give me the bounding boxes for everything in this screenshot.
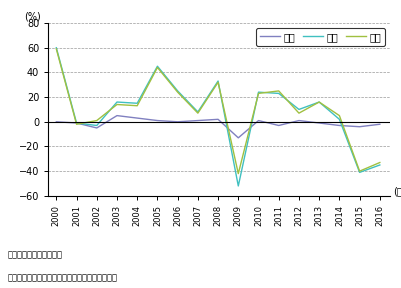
数量 xyxy=(175,120,180,124)
金額 xyxy=(134,102,139,105)
金額 xyxy=(215,79,220,83)
価格 xyxy=(74,122,79,126)
数量 xyxy=(54,120,59,124)
数量 xyxy=(134,116,139,120)
金額 xyxy=(54,46,59,50)
Legend: 数量, 金額, 価格: 数量, 金額, 価格 xyxy=(256,28,384,46)
価格 xyxy=(296,111,301,115)
数量 xyxy=(377,122,381,126)
Line: 金額: 金額 xyxy=(56,48,379,186)
数量 xyxy=(316,121,321,125)
金額 xyxy=(377,163,381,167)
金額 xyxy=(94,124,99,127)
数量 xyxy=(94,126,99,130)
価格 xyxy=(195,111,200,115)
数量 xyxy=(155,119,160,122)
金額 xyxy=(235,184,240,188)
価格 xyxy=(155,66,160,69)
金額 xyxy=(296,108,301,111)
価格 xyxy=(54,47,59,51)
価格 xyxy=(316,100,321,104)
数量 xyxy=(255,119,260,122)
金額 xyxy=(356,171,361,174)
Text: 資料：財務省「貿易統計」から経済産業省作成。: 資料：財務省「貿易統計」から経済産業省作成。 xyxy=(8,274,118,283)
価格 xyxy=(356,169,361,173)
価格 xyxy=(175,90,180,94)
Text: (年): (年) xyxy=(392,186,401,196)
金額 xyxy=(195,110,200,114)
数量 xyxy=(195,119,200,122)
数量 xyxy=(356,125,361,128)
数量 xyxy=(275,124,280,127)
Line: 数量: 数量 xyxy=(56,115,379,138)
Text: 備考：伸び率は前年比。: 備考：伸び率は前年比。 xyxy=(8,251,63,259)
金額 xyxy=(74,121,79,125)
金額 xyxy=(175,89,180,93)
金額 xyxy=(336,118,341,121)
金額 xyxy=(275,92,280,95)
金額 xyxy=(155,65,160,68)
価格 xyxy=(275,89,280,93)
価格 xyxy=(114,103,119,106)
金額 xyxy=(316,100,321,104)
価格 xyxy=(134,104,139,107)
価格 xyxy=(255,92,260,95)
数量 xyxy=(235,136,240,140)
価格 xyxy=(336,114,341,117)
Text: (%): (%) xyxy=(24,11,41,21)
金額 xyxy=(114,100,119,104)
価格 xyxy=(94,119,99,122)
価格 xyxy=(235,172,240,175)
Line: 価格: 価格 xyxy=(56,49,379,174)
価格 xyxy=(215,81,220,84)
金額 xyxy=(255,90,260,94)
数量 xyxy=(296,119,301,122)
数量 xyxy=(74,121,79,125)
数量 xyxy=(336,124,341,127)
数量 xyxy=(215,118,220,121)
価格 xyxy=(377,161,381,164)
数量 xyxy=(114,114,119,117)
